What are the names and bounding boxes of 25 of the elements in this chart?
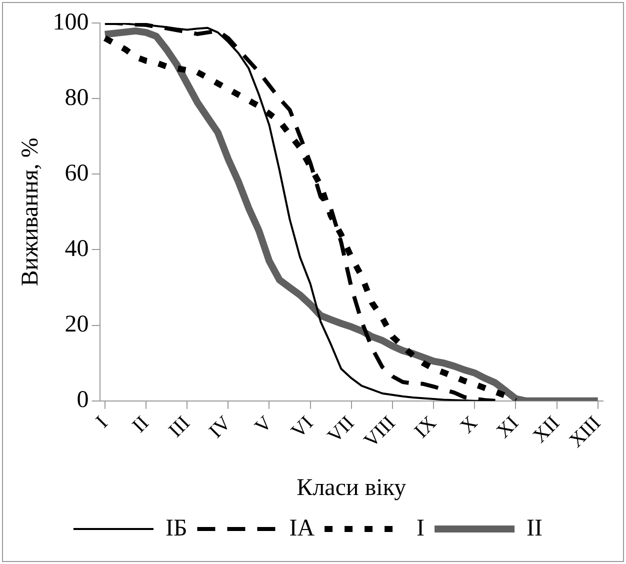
x-tick-label: I — [92, 412, 112, 432]
legend-label: II — [526, 515, 543, 542]
x-tick-label: VI — [287, 412, 318, 443]
x-tick-label: XI — [492, 412, 523, 443]
x-tick-label: X — [456, 412, 482, 438]
x-tick-label: VIII — [360, 412, 400, 452]
y-tick-label: 0 — [76, 387, 89, 414]
legend-label: I — [416, 515, 425, 542]
x-tick-label: IX — [410, 412, 442, 443]
x-tick-label: IV — [204, 412, 236, 443]
x-axis-title: Класи віку — [296, 474, 406, 501]
x-tick-label: III — [164, 412, 194, 442]
y-tick-label: 80 — [64, 84, 89, 111]
legend-label: IБ — [165, 515, 188, 542]
x-tick-label: V — [250, 412, 277, 438]
y-tick-label: 40 — [64, 236, 89, 262]
y-tick-label: 60 — [64, 160, 89, 186]
y-tick-label: 100 — [52, 9, 89, 36]
y-tick-label: 20 — [64, 312, 89, 338]
y-axis-title: Виживання, % — [18, 138, 44, 286]
legend-label: IA — [289, 515, 316, 542]
x-tick-label: XIII — [565, 412, 606, 452]
x-tick-label: VII — [323, 412, 359, 448]
x-tick-label: II — [128, 412, 154, 438]
x-tick-label: XII — [528, 412, 564, 448]
